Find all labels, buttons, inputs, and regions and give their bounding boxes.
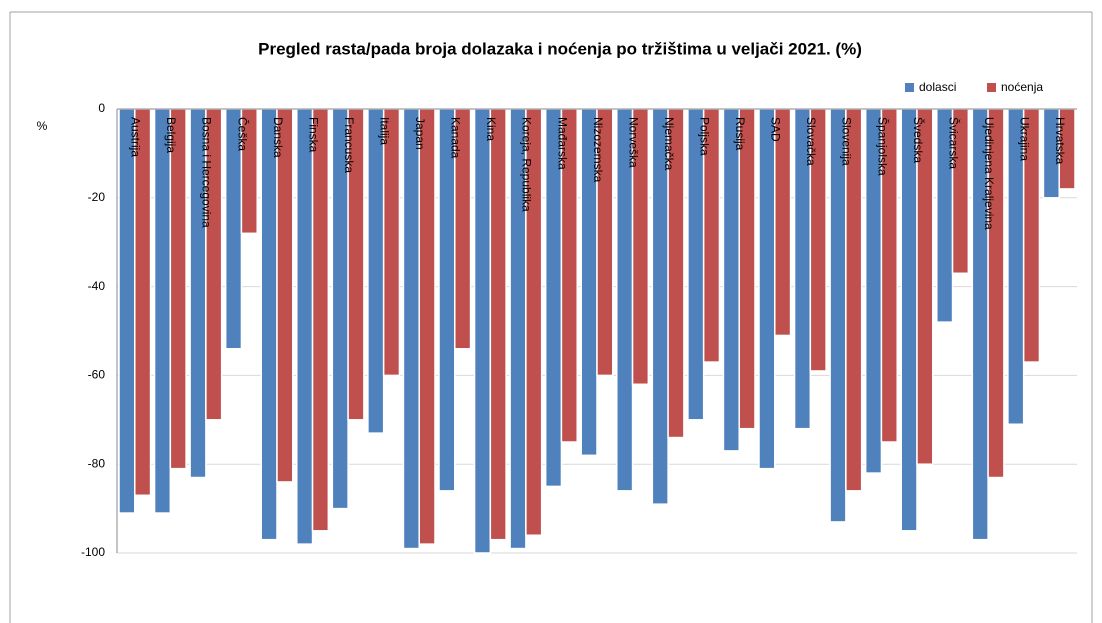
bar bbox=[296, 108, 314, 545]
bar bbox=[367, 108, 385, 434]
x-tick-label: Kina bbox=[484, 117, 498, 141]
x-tick-label: Češka bbox=[235, 117, 250, 151]
y-tick-label: 0 bbox=[98, 101, 105, 115]
bar bbox=[418, 108, 436, 545]
x-tick-label: Ujedinjena Kraljevina bbox=[982, 117, 996, 230]
x-tick-label: Koreja, Republika bbox=[520, 117, 534, 212]
bar bbox=[900, 108, 918, 532]
x-tick-label: Hrvatska bbox=[1053, 117, 1067, 165]
bar bbox=[845, 108, 863, 492]
bar bbox=[829, 108, 847, 523]
legend-label: dolasci bbox=[919, 80, 956, 94]
y-tick-label: -100 bbox=[81, 545, 105, 559]
bar bbox=[382, 108, 401, 377]
legend-swatch bbox=[905, 83, 914, 92]
chart-title: Pregled rasta/pada broja dolazaka i noće… bbox=[258, 39, 862, 58]
x-tick-label: Francuska bbox=[342, 117, 356, 173]
bar bbox=[118, 108, 136, 514]
x-tick-label: Norveška bbox=[626, 117, 640, 168]
bar bbox=[311, 108, 330, 532]
bar bbox=[758, 108, 776, 470]
x-tick-label: Švicarska bbox=[946, 117, 961, 169]
x-tick-label: Italija bbox=[377, 117, 391, 145]
x-tick-label: Belgija bbox=[164, 117, 178, 153]
bar bbox=[473, 108, 492, 554]
y-tick-label: -20 bbox=[88, 190, 106, 204]
bar bbox=[134, 108, 152, 497]
y-tick-label: -80 bbox=[88, 456, 106, 470]
x-tick-label: Bosna i Hercegovina bbox=[200, 117, 214, 228]
y-axis-label: % bbox=[37, 119, 48, 133]
x-tick-label: Ukrajina bbox=[1017, 117, 1031, 161]
bar bbox=[276, 108, 294, 483]
bar bbox=[169, 108, 187, 470]
bar bbox=[402, 108, 420, 550]
x-tick-label: Kanada bbox=[449, 117, 463, 159]
x-tick-label: Nizozemska bbox=[591, 117, 605, 183]
legend-swatch bbox=[987, 83, 996, 92]
bar bbox=[260, 108, 278, 541]
bar bbox=[438, 108, 456, 492]
bar bbox=[774, 108, 792, 337]
x-tick-label: Mađarska bbox=[555, 117, 569, 170]
x-tick-label: Španjolska bbox=[875, 117, 890, 176]
x-tick-label: Rusija bbox=[733, 117, 747, 151]
x-tick-label: SAD bbox=[769, 117, 783, 142]
bar bbox=[153, 108, 172, 514]
x-tick-label: Švedska bbox=[911, 117, 926, 163]
x-tick-label: Slovenija bbox=[840, 117, 854, 166]
y-tick-label: -60 bbox=[88, 368, 106, 382]
legend-label: noćenja bbox=[1001, 80, 1043, 94]
x-tick-label: Slovačka bbox=[804, 117, 818, 166]
x-tick-label: Japan bbox=[413, 117, 427, 150]
x-tick-label: Austrija bbox=[129, 117, 143, 157]
x-tick-label: Njemačka bbox=[662, 117, 676, 171]
bar bbox=[722, 108, 740, 452]
bar bbox=[489, 108, 507, 541]
bar bbox=[738, 108, 756, 430]
x-tick-label: Danska bbox=[271, 117, 285, 158]
x-tick-label: Poljska bbox=[697, 117, 711, 156]
y-tick-label: -40 bbox=[88, 279, 106, 293]
x-tick-label: Finska bbox=[306, 117, 320, 153]
